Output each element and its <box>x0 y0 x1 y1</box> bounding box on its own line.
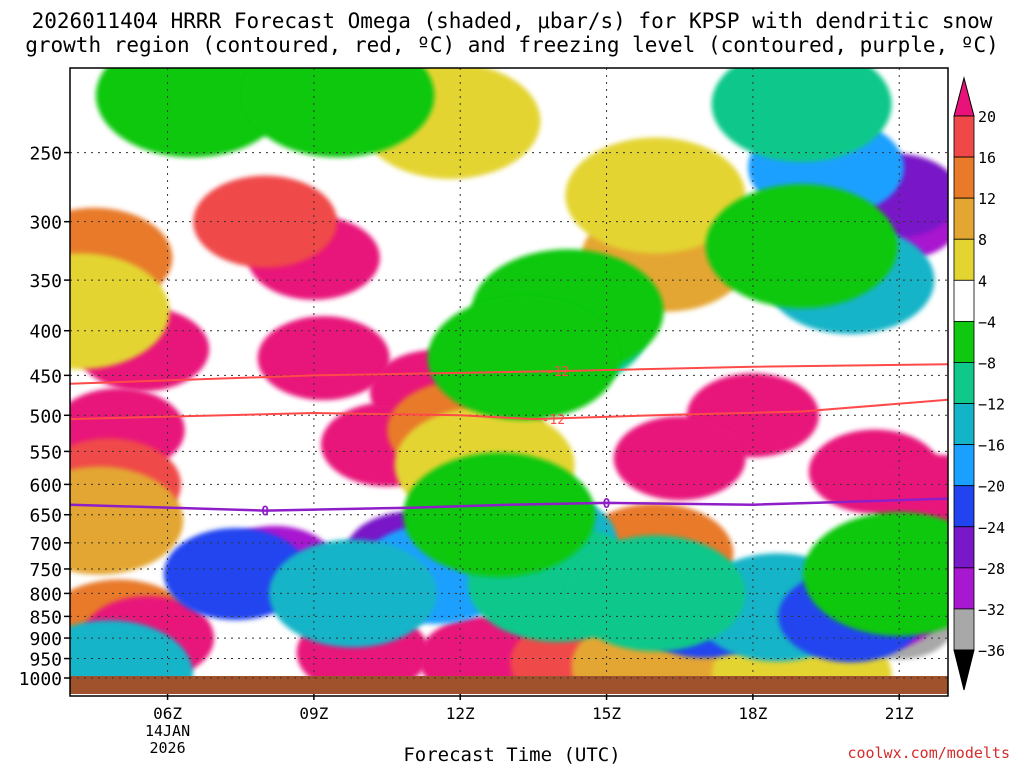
omega-cell <box>565 535 746 652</box>
y-tick-label: 600 <box>29 475 62 496</box>
omega-cell <box>70 253 170 370</box>
omega-cell <box>193 175 338 268</box>
omega-cell <box>70 620 193 678</box>
dgz-isotherm-label: -12 <box>542 413 565 428</box>
dgz-isotherm <box>69 398 949 421</box>
y-tick-label: 750 <box>29 560 62 581</box>
omega-field <box>70 68 948 678</box>
colorbar-swatch <box>953 444 975 487</box>
y-tick-label: 350 <box>29 271 62 292</box>
omega-cell <box>257 316 390 401</box>
colorbar-swatch <box>953 526 975 569</box>
x-tick-label: 06Z <box>153 704 182 723</box>
omega-cell <box>613 416 746 501</box>
x-tick-label: 18Z <box>738 704 767 723</box>
colorbar-swatch <box>953 238 975 281</box>
y-tick-label: 900 <box>29 629 62 650</box>
colorbar-top-arrow <box>953 76 975 117</box>
x-tick-label: 15Z <box>592 704 621 723</box>
y-tick-label: 250 <box>29 144 62 165</box>
y-tick-label: 550 <box>29 442 62 463</box>
y-tick-label: 950 <box>29 650 62 671</box>
x-axis-title: Forecast Time (UTC) <box>403 744 621 766</box>
omega-cell <box>268 539 437 648</box>
colorbar-swatch <box>953 115 975 158</box>
ground-surface <box>70 676 948 694</box>
colorbar-label: −16 <box>978 437 1005 455</box>
colorbar-label: 16 <box>978 149 996 167</box>
colorbar-label: −8 <box>978 354 996 372</box>
chart-title-line2: growth region (contoured, red, ºC) and f… <box>25 33 999 57</box>
freezing-level-line <box>69 497 949 512</box>
y-tick-label: 650 <box>29 506 62 527</box>
plot-frame <box>69 67 949 697</box>
colorbar-swatch <box>953 485 975 528</box>
x-tick-label: 09Z <box>299 704 328 723</box>
colorbar-bottom-arrow <box>953 649 975 691</box>
colorbar-label: 8 <box>978 231 987 249</box>
omega-cell <box>711 68 892 163</box>
x-tick-label: 21Z <box>885 704 914 723</box>
colorbar-label: −32 <box>978 601 1005 619</box>
colorbar-label: 4 <box>978 272 987 290</box>
chart-title-line1: 2026011404 HRRR Forecast Omega (shaded, … <box>31 9 993 33</box>
y-tick-label: 700 <box>29 534 62 555</box>
y-tick-label: 500 <box>29 406 62 427</box>
omega-cell <box>427 296 620 421</box>
colorbar-swatch <box>953 279 975 322</box>
colorbar-swatch <box>953 197 975 240</box>
omega-cell <box>242 68 435 158</box>
omega-cell <box>565 137 746 254</box>
x-tick-label: 12Z <box>446 704 475 723</box>
y-tick-label: 400 <box>29 322 62 343</box>
x-tick-sublabel: 14JAN <box>145 722 190 740</box>
colorbar-label: −36 <box>978 642 1005 660</box>
colorbar-swatch <box>953 567 975 610</box>
y-tick-label: 800 <box>29 584 62 605</box>
omega-cell <box>403 452 596 577</box>
colorbar-swatch <box>953 608 975 651</box>
dgz-isotherm-label: -12 <box>546 365 569 380</box>
y-tick-label: 450 <box>29 366 62 387</box>
y-tick-label: 850 <box>29 607 62 628</box>
freezing-level-label: 0 <box>261 505 269 520</box>
colorbar-label: −20 <box>978 478 1005 496</box>
x-tick-sublabel: 2026 <box>149 739 185 757</box>
freezing-level-label: 0 <box>603 497 611 512</box>
omega-cell <box>70 466 184 575</box>
omega-cell <box>705 184 898 309</box>
y-tick-label: 1000 <box>19 669 62 690</box>
omega-cell <box>95 68 288 158</box>
colorbar-swatch <box>953 320 975 363</box>
colorbar-swatch <box>953 362 975 404</box>
colorbar-swatch <box>953 403 975 446</box>
watermark: coolwx.com/modelts <box>847 744 1010 762</box>
colorbar-label: 20 <box>978 108 996 126</box>
colorbar-label: −28 <box>978 560 1005 578</box>
colorbar-swatch <box>953 156 975 199</box>
y-tick-label: 300 <box>29 213 62 234</box>
colorbar-label: 12 <box>978 190 996 208</box>
colorbar-label: −12 <box>978 396 1005 414</box>
colorbar-label: −24 <box>978 519 1005 537</box>
colorbar-label: −4 <box>978 313 996 331</box>
dgz-isotherm <box>69 363 949 385</box>
